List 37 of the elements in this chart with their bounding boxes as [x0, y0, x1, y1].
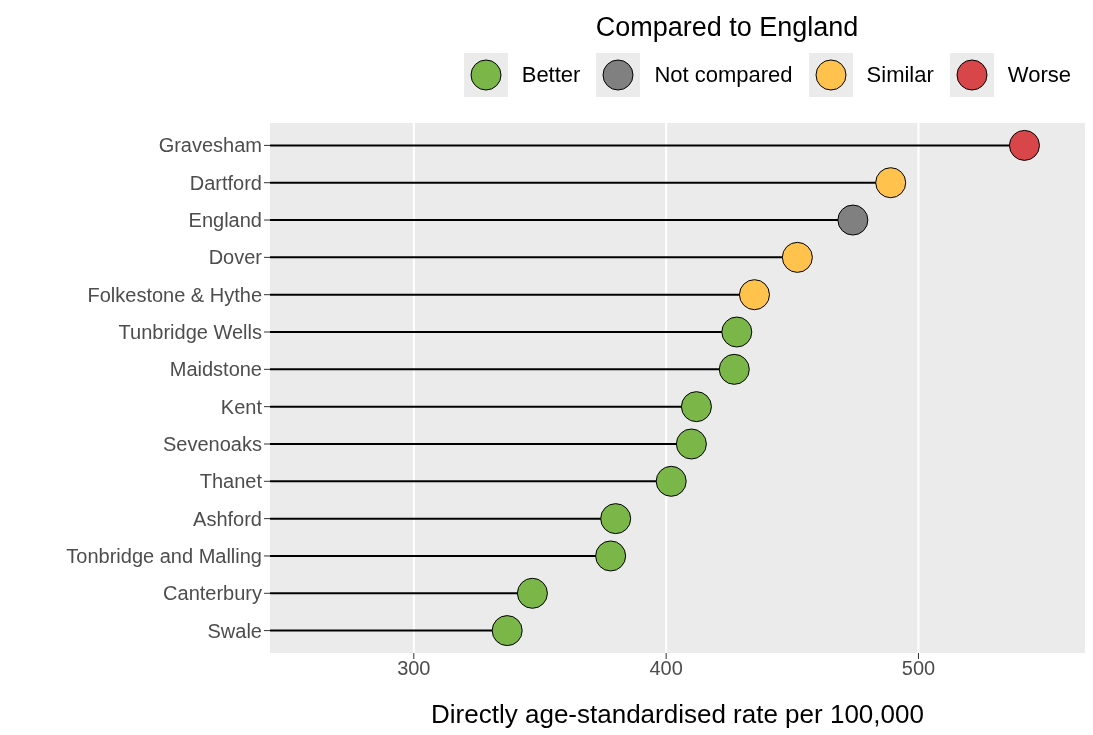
y-tick-label: Dover [208, 246, 263, 269]
legend-label: Not compared [654, 62, 793, 88]
point [491, 615, 523, 647]
y-tick-label: Dartford [189, 171, 262, 194]
point [675, 428, 707, 460]
point [600, 503, 632, 535]
y-tick-label: Swale [207, 619, 262, 642]
y-tick-label: Tonbridge and Malling [66, 545, 262, 568]
point [1008, 129, 1040, 161]
y-tick-label: Maidstone [169, 358, 262, 381]
point [837, 204, 869, 236]
x-tick-label: 400 [649, 657, 683, 680]
x-tick-label: 500 [901, 657, 936, 680]
x-tick-label: 300 [397, 657, 431, 680]
point [595, 540, 627, 572]
y-tick-label: Tunbridge Wells [118, 321, 262, 344]
y-tick-label: Ashford [193, 507, 262, 530]
legend-label: Similar [866, 62, 934, 88]
y-tick-label: Thanet [199, 470, 263, 493]
point [516, 577, 548, 609]
point [738, 279, 770, 311]
legend-label: Better [521, 62, 581, 88]
y-tick-label: Sevenoaks [163, 433, 262, 456]
point [781, 241, 813, 273]
point [655, 465, 687, 497]
y-tick-label: Gravesham [158, 134, 262, 157]
legend-title: Compared to England [594, 12, 860, 43]
legend-label: Worse [1007, 62, 1071, 88]
point [718, 353, 750, 385]
point [875, 167, 907, 199]
point [680, 391, 712, 423]
point [721, 316, 753, 348]
y-tick-label: Kent [220, 395, 263, 418]
y-tick-label: Folkestone & Hythe [87, 283, 262, 306]
y-tick-label: England [188, 209, 262, 232]
x-axis-title: Directly age-standardised rate per 100,000 [431, 699, 924, 729]
y-tick-label: Canterbury [163, 582, 262, 605]
